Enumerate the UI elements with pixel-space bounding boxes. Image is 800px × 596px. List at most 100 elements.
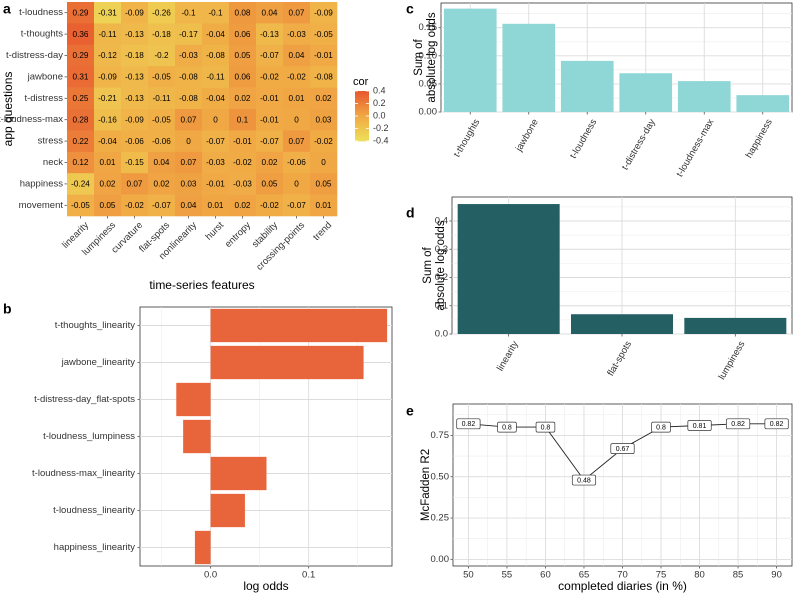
y-tick-label: t-loudness-max_linearity bbox=[32, 468, 135, 479]
y-axis-title: Sum of bbox=[413, 38, 425, 75]
heatmap-cell-label: 0.02 bbox=[235, 201, 251, 210]
y-tick-label: t-thoughts_linearity bbox=[55, 320, 136, 331]
heatmap-cell-label: 0.02 bbox=[316, 94, 332, 103]
heatmap-cell-label: -0.09 bbox=[98, 73, 117, 82]
heatmap-cell bbox=[175, 109, 203, 131]
bar bbox=[210, 456, 267, 491]
legend-gradient-step bbox=[355, 121, 369, 123]
y-tick-label: t-distress-day_flat-spots bbox=[34, 394, 135, 405]
heatmap-cell bbox=[283, 66, 311, 88]
heatmap-cell bbox=[175, 2, 203, 24]
y-tick-label: happiness_linearity bbox=[54, 542, 136, 553]
heatmap-cell-label: -0.04 bbox=[98, 137, 117, 146]
heatmap-cell-label: -0.15 bbox=[125, 158, 144, 167]
legend-tick-label: -0.4 bbox=[373, 135, 389, 145]
x-tick-label: 75 bbox=[656, 570, 667, 581]
heatmap-cell bbox=[229, 2, 257, 24]
heatmap-cell bbox=[229, 130, 257, 153]
heatmap-cell bbox=[121, 109, 149, 131]
heatmap-cell bbox=[310, 109, 338, 131]
legend-tick-label: 0.4 bbox=[373, 85, 386, 95]
y-tick-label: 0.10 bbox=[419, 50, 438, 61]
heatmap-cell bbox=[94, 194, 122, 217]
x-tick-label: linearity bbox=[495, 339, 521, 373]
heatmap-cell bbox=[283, 23, 311, 46]
y-tick-label: t-distress-day bbox=[6, 50, 63, 61]
y-axis-title: app questions bbox=[1, 72, 15, 147]
heatmap-cell-label: 0.02 bbox=[100, 180, 116, 189]
heatmap-cell-label: 0.05 bbox=[100, 201, 116, 210]
heatmap-cell-label: -0.02 bbox=[233, 158, 252, 167]
heatmap-cell-label: 0.05 bbox=[316, 180, 332, 189]
heatmap-cell bbox=[94, 23, 122, 46]
point-label: 0.8 bbox=[541, 424, 551, 431]
heatmap-cell bbox=[121, 151, 149, 174]
x-tick-label: 85 bbox=[733, 570, 744, 581]
legend-gradient-step bbox=[355, 122, 369, 124]
panel-label-b: b bbox=[3, 301, 12, 317]
heatmap-cell bbox=[67, 87, 95, 110]
point-label: 0.82 bbox=[770, 421, 784, 428]
y-tick-label: 0.50 bbox=[431, 471, 450, 482]
legend-gradient-step bbox=[355, 99, 369, 102]
heatmap-cell bbox=[121, 44, 149, 67]
legend-gradient-step bbox=[355, 133, 369, 136]
x-tick-label: 0.1 bbox=[302, 570, 315, 581]
heatmap-cell-label: -0.04 bbox=[206, 30, 225, 39]
heatmap-cell bbox=[229, 87, 257, 110]
heatmap-cell-label: -0.13 bbox=[260, 30, 279, 39]
y-tick-label: t-distress bbox=[24, 93, 63, 104]
heatmap-cell bbox=[283, 194, 311, 217]
legend-gradient-step bbox=[355, 107, 369, 109]
x-tick-label: entropy bbox=[223, 220, 253, 250]
plot-panel bbox=[440, 2, 793, 113]
heatmap-cell-label: 0.07 bbox=[127, 180, 143, 189]
heatmap-cell-label: -0.07 bbox=[206, 137, 225, 146]
heatmap-cell-label: -0.02 bbox=[287, 73, 306, 82]
heatmap-cell bbox=[67, 130, 95, 153]
heatmap-cell-label: 0.05 bbox=[235, 51, 251, 60]
y-tick-label: 0.00 bbox=[419, 107, 438, 118]
heatmap-cell-label: 0.12 bbox=[73, 158, 89, 167]
heatmap-cell-label: -0.02 bbox=[314, 137, 333, 146]
heatmap-cell bbox=[175, 66, 203, 88]
heatmap-cell-label: 0.29 bbox=[73, 51, 89, 60]
bar bbox=[210, 308, 388, 343]
heatmap-cell-label: -0.13 bbox=[125, 94, 144, 103]
heatmap-cell bbox=[202, 194, 230, 217]
heatmap-cell bbox=[256, 194, 284, 217]
heatmap-cell bbox=[256, 2, 284, 24]
heatmap-cell-label: -0.21 bbox=[98, 94, 117, 103]
bar bbox=[619, 73, 673, 112]
heatmap-cell bbox=[283, 2, 311, 24]
heatmap-cell-label: 0.01 bbox=[316, 201, 332, 210]
heatmap-cell bbox=[229, 44, 257, 67]
heatmap-cell-label: -0.08 bbox=[206, 51, 225, 60]
legend-gradient-step bbox=[355, 92, 369, 94]
legend-gradient-step bbox=[355, 137, 369, 139]
y-tick-label: neck bbox=[43, 157, 63, 168]
bar bbox=[560, 60, 614, 112]
heatmap-cell bbox=[121, 23, 149, 46]
x-tick-label: flat-spots bbox=[605, 339, 634, 378]
heatmap-cell bbox=[229, 151, 257, 174]
heatmap-cell-label: -0.13 bbox=[125, 30, 144, 39]
x-tick-label: lumpiness bbox=[717, 339, 748, 382]
heatmap-cell-label: 0.01 bbox=[289, 94, 305, 103]
y-tick-label: stress bbox=[38, 136, 64, 147]
heatmap-cell-label: 0.07 bbox=[181, 158, 197, 167]
bar bbox=[457, 204, 560, 334]
heatmap-cell-label: -0.2 bbox=[154, 51, 169, 60]
x-tick-label: t-loudness bbox=[568, 117, 600, 161]
y-tick-label: 0.0 bbox=[435, 329, 448, 340]
heatmap-cell-label: 0.02 bbox=[154, 180, 170, 189]
legend-gradient-step bbox=[355, 123, 369, 126]
heatmap-cell bbox=[202, 130, 230, 153]
heatmap-cell bbox=[202, 173, 230, 195]
point-label-box bbox=[764, 418, 789, 430]
point-label-box bbox=[610, 443, 635, 454]
y-tick-label: 0.2 bbox=[435, 272, 448, 283]
heatmap-cell-label: -0.09 bbox=[314, 8, 333, 17]
heatmap-cell-label: -0.07 bbox=[152, 201, 171, 210]
heatmap-cell bbox=[256, 44, 284, 67]
